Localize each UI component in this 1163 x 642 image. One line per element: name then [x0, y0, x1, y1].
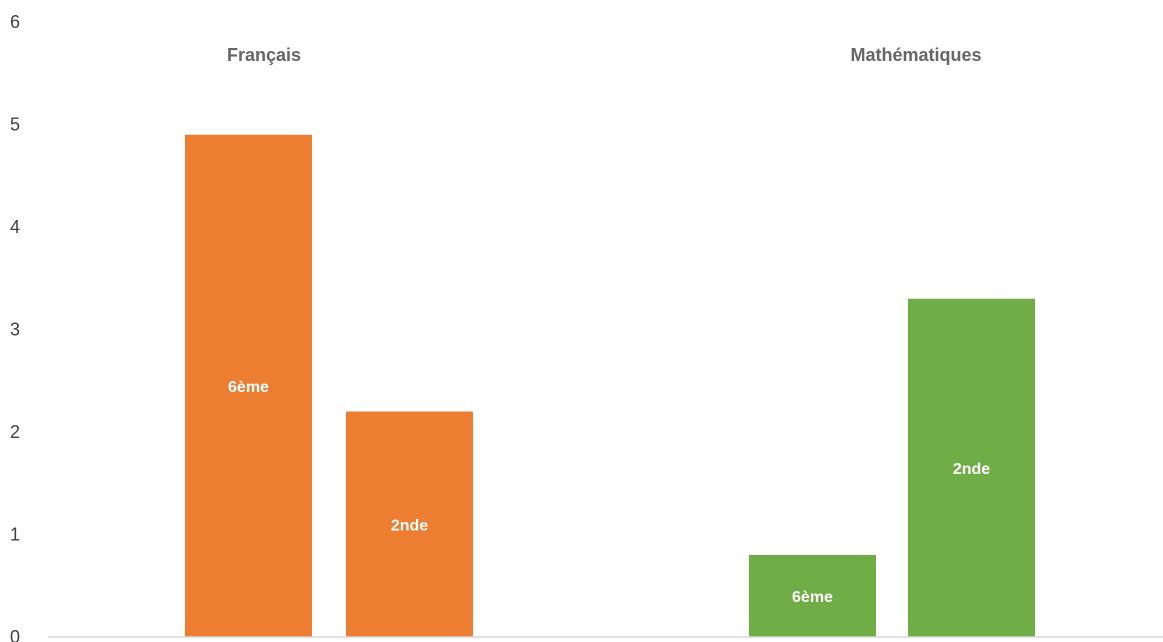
bar [908, 298, 1035, 637]
y-tick-label: 0 [10, 627, 20, 642]
y-tick-label: 4 [10, 217, 20, 237]
bar-series: 6ème 2nde 6ème 2nde [185, 134, 1035, 637]
category-label: Français [227, 45, 301, 65]
y-tick-label: 2 [10, 422, 20, 442]
y-tick-label: 3 [10, 320, 20, 340]
bar-label: 2nde [391, 517, 428, 534]
category-label: Mathématiques [850, 45, 981, 65]
bar [185, 134, 312, 637]
y-tick-label: 6 [10, 12, 20, 32]
bar-label: 6ème [228, 379, 269, 396]
category-labels: Français Mathématiques [227, 45, 982, 65]
y-tick-label: 5 [10, 115, 20, 135]
y-tick-label: 1 [10, 525, 20, 545]
y-axis: 0 1 2 3 4 5 6 [10, 12, 20, 642]
bar-label: 2nde [953, 461, 990, 478]
bar [749, 555, 876, 637]
bar-label: 6ème [792, 589, 833, 606]
bar [346, 411, 473, 637]
